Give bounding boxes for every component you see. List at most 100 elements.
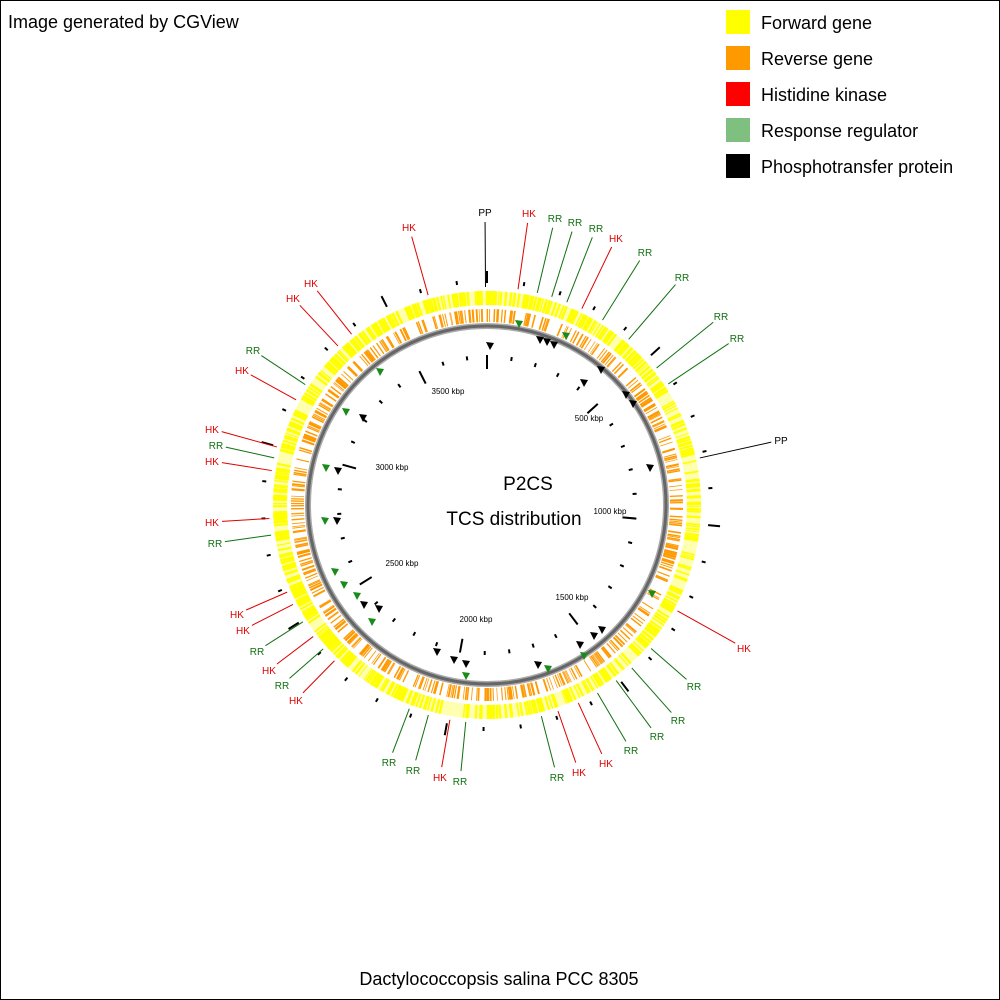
forward-gene <box>351 659 363 673</box>
reverse-gene <box>631 384 643 394</box>
reverse-gene <box>451 684 456 699</box>
forward-gene <box>387 682 396 696</box>
outer-tick <box>689 595 694 599</box>
forward-gene <box>371 323 381 337</box>
scale-tick <box>576 386 581 391</box>
scale-label: 3500 kbp <box>432 387 465 396</box>
reverse-gene <box>414 675 421 688</box>
forward-gene <box>346 342 357 355</box>
scale-tick <box>374 601 379 606</box>
reverse-gene <box>614 634 626 646</box>
forward-gene <box>273 517 288 521</box>
feature-leader <box>224 534 272 543</box>
forward-gene <box>598 327 609 341</box>
reverse-gene <box>658 437 672 444</box>
outer-tick <box>522 281 526 287</box>
forward-gene <box>405 689 413 704</box>
reverse-gene <box>471 687 473 701</box>
forward-gene <box>300 397 315 407</box>
reverse-gene <box>304 572 318 579</box>
forward-gene <box>413 303 421 318</box>
forward-gene <box>306 388 320 399</box>
forward-gene <box>634 360 647 372</box>
reverse-gene <box>667 533 681 538</box>
forward-gene <box>428 298 436 313</box>
forward-gene <box>275 533 290 538</box>
outer-tick <box>277 588 283 593</box>
forward-gene <box>303 392 317 402</box>
reverse-gene <box>421 319 427 333</box>
forward-gene <box>544 696 551 711</box>
feature-leader <box>540 715 555 768</box>
reverse-gene <box>637 608 649 617</box>
forward-gene <box>686 496 701 499</box>
outer-tick <box>519 724 522 729</box>
forward-gene <box>289 422 303 429</box>
forward-gene <box>535 297 541 312</box>
forward-gene <box>495 704 499 719</box>
feature-leader <box>276 636 314 665</box>
feature-marker <box>321 517 329 525</box>
forward-gene <box>410 691 417 706</box>
reverse-gene <box>509 310 513 324</box>
forward-gene <box>609 662 620 675</box>
outer-tick <box>702 449 707 453</box>
forward-gene <box>676 438 691 445</box>
forward-gene <box>539 697 546 712</box>
reverse-gene <box>403 327 411 340</box>
forward-gene <box>535 698 542 713</box>
forward-gene <box>395 310 404 325</box>
reverse-gene <box>604 354 614 366</box>
reverse-gene <box>666 468 680 473</box>
reverse-gene <box>639 605 651 614</box>
reverse-gene <box>313 589 326 597</box>
forward-gene <box>391 313 399 327</box>
reverse-gene <box>627 379 639 389</box>
reverse-gene <box>303 435 316 442</box>
forward-gene <box>319 629 332 640</box>
reverse-gene <box>512 686 515 700</box>
reverse-gene <box>561 325 568 338</box>
forward-gene <box>273 488 288 491</box>
reverse-gene <box>432 316 438 330</box>
reverse-gene <box>636 392 648 401</box>
forward-gene <box>587 320 596 333</box>
forward-gene <box>519 702 523 717</box>
forward-gene <box>371 673 381 686</box>
forward-gene <box>447 294 452 309</box>
feature-leader <box>261 355 306 386</box>
feature-label: RR <box>209 441 223 452</box>
reverse-gene <box>583 659 592 672</box>
feature-label: HK <box>205 457 219 468</box>
reverse-gene <box>662 448 675 453</box>
forward-gene <box>373 674 383 688</box>
reverse-gene <box>363 647 373 659</box>
feature-label: HK <box>235 366 249 377</box>
reverse-gene <box>362 645 372 657</box>
feature-marker <box>590 632 598 640</box>
reverse-gene <box>663 552 677 557</box>
forward-gene <box>677 564 692 571</box>
forward-gene <box>320 370 332 380</box>
forward-gene <box>681 550 696 556</box>
reverse-gene <box>654 425 667 432</box>
reverse-gene <box>457 311 461 325</box>
reverse-gene <box>625 623 637 633</box>
reverse-gene <box>323 605 335 615</box>
reverse-gene <box>291 488 305 491</box>
reverse-gene <box>660 561 674 567</box>
reverse-gene <box>500 687 504 701</box>
forward-gene <box>301 604 315 613</box>
reverse-gene <box>538 316 544 330</box>
reverse-gene <box>464 310 467 324</box>
forward-gene <box>273 484 288 488</box>
forward-gene <box>274 477 289 481</box>
forward-gene <box>686 522 701 526</box>
forward-gene <box>393 684 402 699</box>
reverse-gene <box>377 656 386 669</box>
reverse-gene <box>620 629 631 640</box>
reverse-gene <box>556 673 563 687</box>
reverse-gene <box>662 448 676 454</box>
feature-leader <box>581 246 613 309</box>
reverse-gene <box>316 407 329 416</box>
